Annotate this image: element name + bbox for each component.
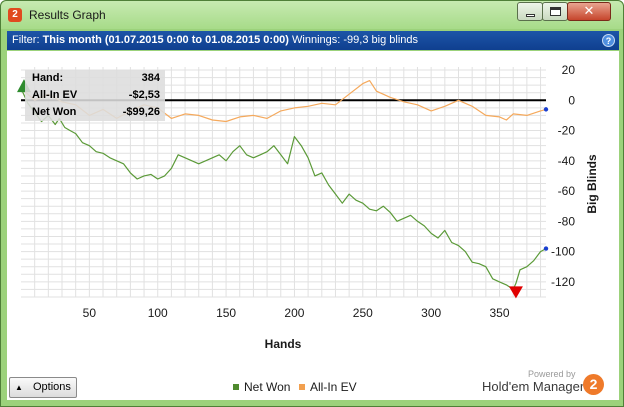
net-won-label: Net Won xyxy=(32,106,77,118)
y-tick-label: -40 xyxy=(558,154,576,168)
y-tick-label: -120 xyxy=(551,275,575,289)
minimize-icon xyxy=(526,14,535,17)
all-in-ev-value: -$2,53 xyxy=(128,89,160,101)
filter-bar[interactable]: Filter: This month (01.07.2015 0:00 to 0… xyxy=(7,31,619,50)
y-tick-label: 20 xyxy=(562,63,576,77)
maximize-button[interactable] xyxy=(542,2,568,21)
y-tick-label: -20 xyxy=(558,124,576,138)
brand-logo-icon: 2 xyxy=(583,374,604,395)
close-button[interactable]: ✕ xyxy=(567,2,611,21)
close-icon: ✕ xyxy=(583,4,595,19)
options-button[interactable]: ▲ Options xyxy=(9,377,77,398)
x-tick-label: 350 xyxy=(490,306,510,320)
winnings-label: Winnings: xyxy=(292,34,341,46)
all-in-ev-row: All-In EV -$2,53 xyxy=(32,87,160,103)
legend-swatch-net-won xyxy=(233,384,239,390)
y-tick-label: -100 xyxy=(551,245,575,259)
minimize-button[interactable] xyxy=(517,2,543,21)
series-end-marker xyxy=(543,107,549,112)
chevron-up-icon: ▲ xyxy=(15,383,23,392)
powered-by-text: Powered by xyxy=(528,369,576,379)
x-tick-label: 250 xyxy=(353,306,373,320)
x-tick-label: 150 xyxy=(216,306,236,320)
x-tick-label: 100 xyxy=(148,306,168,320)
net-won-row: Net Won -$99,26 xyxy=(32,104,160,120)
window-title: Results Graph xyxy=(29,8,106,22)
y-tick-label: 0 xyxy=(568,93,575,107)
x-tick-label: 200 xyxy=(284,306,304,320)
filter-value: This month (01.07.2015 0:00 to 01.08.201… xyxy=(42,34,289,46)
x-axis-title: Hands xyxy=(265,337,302,351)
x-tick-label: 50 xyxy=(83,306,97,320)
hands-label: Hand: xyxy=(32,72,64,84)
y-tick-label: -80 xyxy=(558,214,576,228)
net-won-value: -$99,26 xyxy=(122,106,160,118)
x-tick-label: 300 xyxy=(421,306,441,320)
title-bar[interactable]: 2 Results Graph ✕ xyxy=(1,1,623,29)
winnings-value: -99,3 big blinds xyxy=(343,34,418,46)
min-marker-icon xyxy=(508,286,523,299)
options-button-label: Options xyxy=(33,381,71,393)
series-end-marker xyxy=(543,246,549,251)
legend-label-net-won: Net Won xyxy=(244,380,291,394)
net-won-series-line xyxy=(20,87,547,290)
y-axis-title: Big Blinds xyxy=(585,154,599,214)
hands-value: 384 xyxy=(141,72,160,84)
legend-label-all-in-ev: All-In EV xyxy=(310,380,357,394)
help-icon[interactable]: ? xyxy=(602,34,615,47)
maximize-icon xyxy=(550,7,561,16)
filter-label: Filter: xyxy=(12,34,40,46)
hands-row: Hand: 384 xyxy=(32,70,160,86)
all-in-ev-label: All-In EV xyxy=(32,89,78,101)
y-tick-label: -60 xyxy=(558,184,576,198)
stats-info-box: Hand: 384 All-In EV -$2,53 Net Won -$99,… xyxy=(25,70,165,121)
app-logo-icon: 2 xyxy=(8,8,22,22)
brand-name: Hold'em Manager xyxy=(482,379,585,394)
legend-swatch-all-in-ev xyxy=(299,384,305,390)
